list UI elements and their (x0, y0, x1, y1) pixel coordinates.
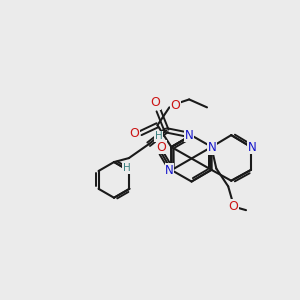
Text: O: O (130, 127, 140, 140)
Text: N: N (185, 129, 194, 142)
Text: O: O (228, 200, 238, 213)
Text: O: O (170, 99, 180, 112)
Text: N: N (208, 141, 217, 154)
Text: O: O (151, 96, 160, 109)
Text: H: H (123, 163, 131, 173)
Text: O: O (157, 141, 166, 154)
Text: N: N (165, 164, 174, 177)
Text: N: N (248, 140, 256, 154)
Text: H: H (155, 131, 163, 141)
